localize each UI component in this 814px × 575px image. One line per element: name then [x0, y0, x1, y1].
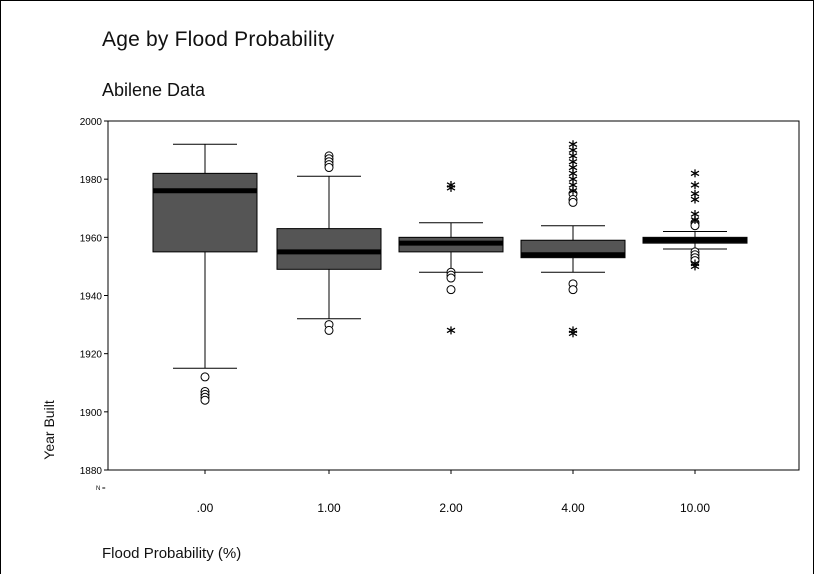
outlier-point [200, 395, 210, 405]
x-axis-title: Flood Probability (%) [102, 545, 242, 562]
y-tick-label: 1960 [80, 233, 103, 244]
box [276, 228, 382, 270]
extreme-point [446, 183, 456, 192]
extreme-point [690, 262, 700, 271]
box [152, 172, 258, 253]
n-label: N = [96, 486, 106, 492]
chart-title: Age by Flood Probability [102, 28, 335, 51]
outlier-point [446, 273, 456, 283]
outlier-point [324, 325, 334, 335]
x-category-label: 1.00 [317, 501, 341, 515]
y-tick-label: 1980 [80, 175, 103, 186]
extreme-point [446, 326, 456, 335]
y-tick-label: 1920 [80, 350, 103, 361]
y-tick-label: 1880 [80, 466, 103, 477]
outlier-point [324, 163, 334, 173]
extreme-point [690, 215, 700, 224]
outlier-point [200, 372, 210, 382]
y-tick-label: 2000 [80, 117, 103, 128]
y-tick-label: 1900 [80, 408, 103, 419]
extreme-point [690, 169, 700, 178]
y-tick-label: 1940 [80, 292, 103, 303]
x-category-label: 4.00 [561, 501, 585, 515]
x-category-label: .00 [197, 501, 214, 515]
x-category-label: 2.00 [439, 501, 463, 515]
extreme-point [690, 180, 700, 189]
outlier-point [568, 285, 578, 295]
extreme-point [690, 195, 700, 204]
outlier-point [446, 285, 456, 295]
y-axis-title: Year Built [41, 400, 57, 460]
outlier-point [568, 197, 578, 207]
extreme-point [568, 329, 578, 338]
chart-subtitle: Abilene Data [102, 80, 206, 100]
extreme-point [568, 186, 578, 195]
x-category-label: 10.00 [680, 501, 710, 515]
